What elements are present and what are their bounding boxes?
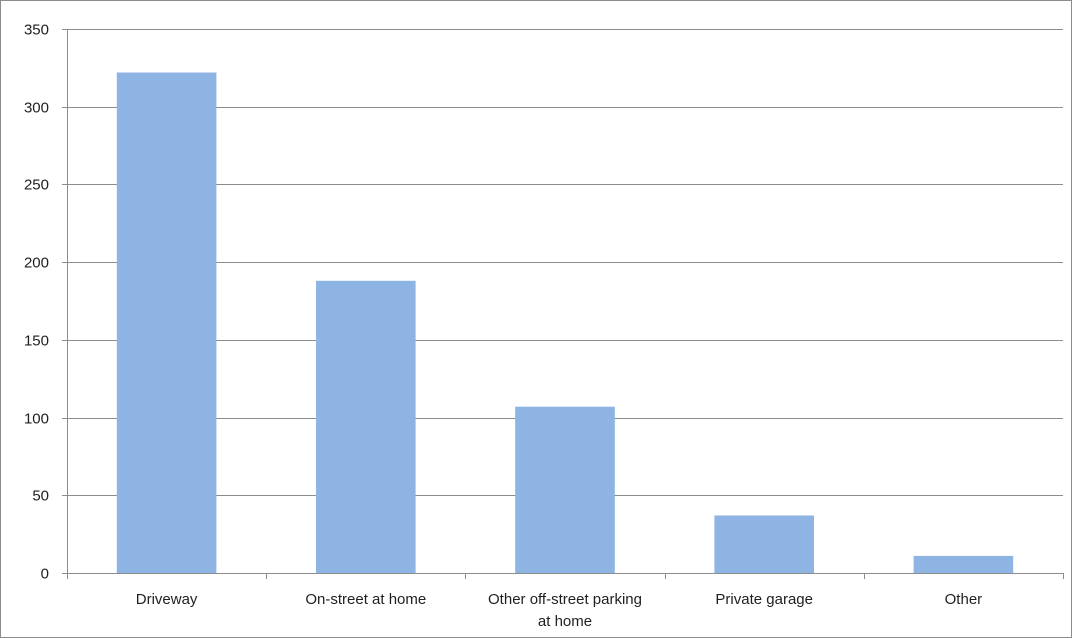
bar [913,555,1014,573]
y-tick-label: 300 [24,100,49,117]
x-tick-label-line: Driveway [136,591,198,608]
bars [116,72,1014,574]
bar [714,515,814,573]
y-tick-label: 200 [24,255,49,272]
y-tick-label: 0 [41,566,49,583]
axes [62,29,1064,579]
x-tick-label-line: On-street at home [305,591,426,608]
x-tick-label: Other [945,591,983,608]
x-tick-labels: Driveway On-street at home Other off-stree… [136,591,982,630]
x-tick-label: Private garage [715,591,813,608]
y-tick-label: 50 [32,488,49,505]
x-tick-label: Driveway [136,591,198,608]
y-tick-label: 350 [24,22,49,39]
y-tick-label: 250 [24,177,49,194]
x-tick-label-line: Private garage [715,591,813,608]
bar [515,406,615,573]
y-tick-label: 150 [24,333,49,350]
x-tick-label-line: Other [945,591,983,608]
y-tick-labels: 0 50 100 150 200 250 300 350 [24,22,49,583]
grid-lines [67,29,1063,496]
x-tick-label: On-street at home [305,591,426,608]
bar [316,280,416,573]
bar [116,72,217,574]
y-tick-label: 100 [24,411,49,428]
x-tick-label-line: Other off-street parking [488,591,642,608]
x-tick-label: Other off-street parking at home [488,591,642,630]
x-tick-label-line: at home [538,613,592,630]
